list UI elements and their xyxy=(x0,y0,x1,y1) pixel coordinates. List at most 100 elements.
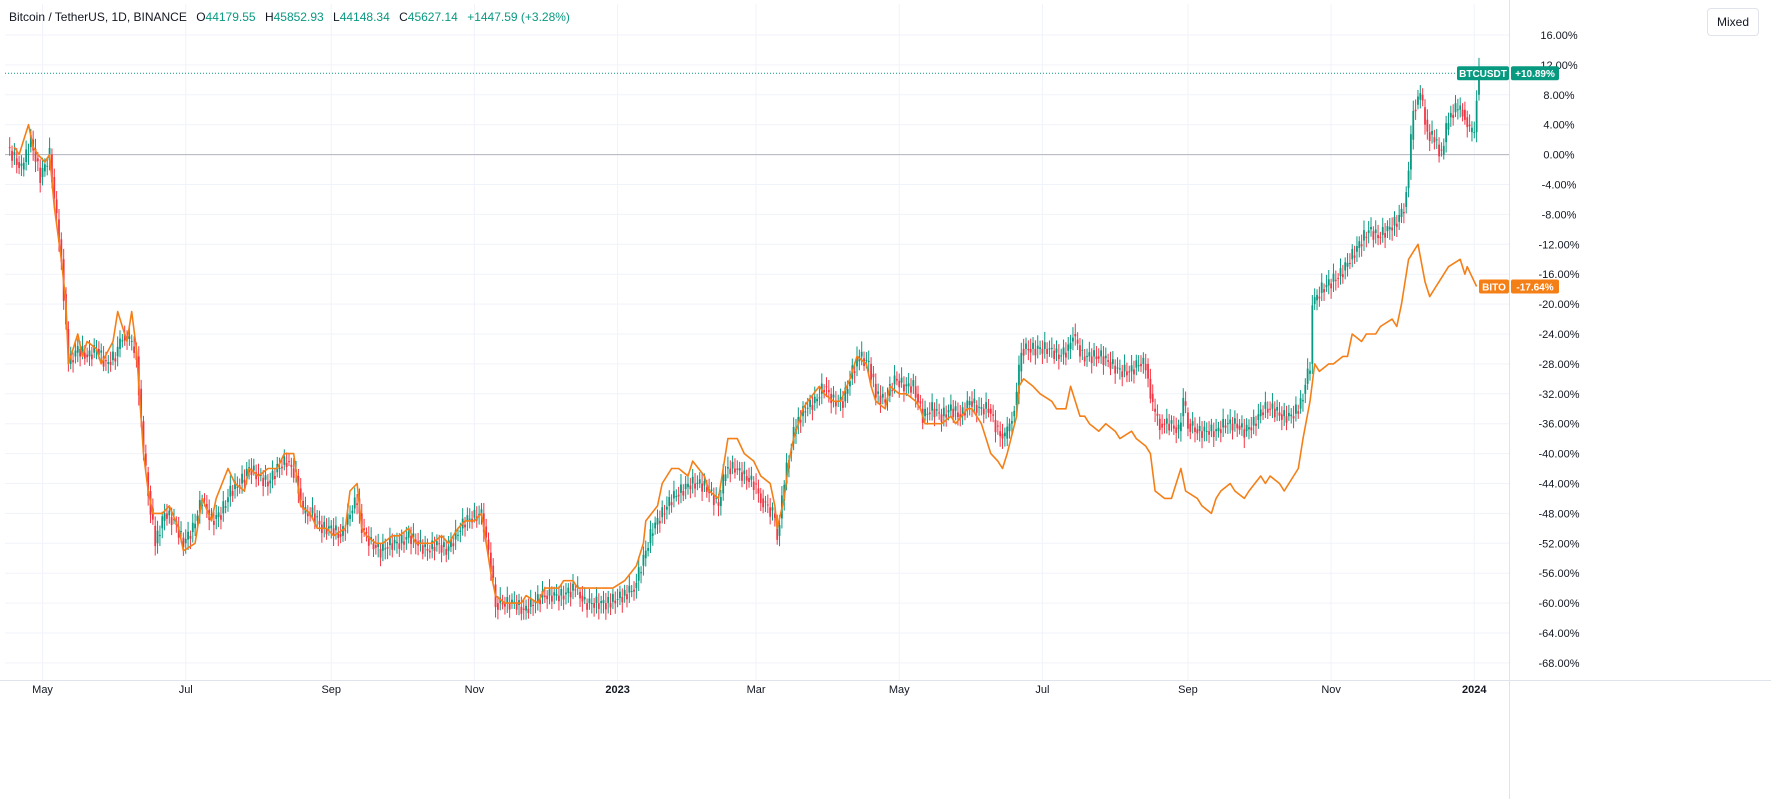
candle-body xyxy=(367,535,370,546)
candle-body xyxy=(1287,412,1290,417)
candle-body xyxy=(560,589,563,596)
candle-body xyxy=(583,597,586,600)
series-name-tag xyxy=(1457,66,1509,81)
candle-body xyxy=(1410,134,1412,170)
candle-body xyxy=(1104,355,1107,359)
candle-body xyxy=(482,513,485,533)
candle-body xyxy=(1057,354,1060,360)
candle-body xyxy=(722,474,725,494)
candle-body xyxy=(1419,93,1422,100)
candle-body xyxy=(100,350,103,353)
candle-body xyxy=(332,528,335,536)
candle-body xyxy=(330,525,333,529)
candle-body xyxy=(220,515,222,520)
candle-body xyxy=(799,419,802,423)
candle-body xyxy=(337,532,340,538)
candle-body xyxy=(1374,229,1377,234)
candle-body xyxy=(102,356,105,367)
candle-body xyxy=(1306,368,1309,384)
candle-body xyxy=(992,414,995,416)
candle-body xyxy=(701,483,703,492)
candle-body xyxy=(76,346,79,353)
candle-body xyxy=(924,408,926,417)
candle-body xyxy=(959,414,962,419)
candle-body xyxy=(1299,398,1302,409)
symbol-name[interactable]: Bitcoin / TetherUS, 1D, BINANCE xyxy=(9,10,187,24)
candle-body xyxy=(1215,429,1218,432)
candle-body xyxy=(1478,66,1480,95)
scale-mode-button[interactable]: Mixed xyxy=(1707,8,1759,36)
candle-body xyxy=(1172,425,1175,429)
candle-body xyxy=(508,603,511,610)
candle-body xyxy=(994,419,997,433)
candle-body xyxy=(1006,426,1009,439)
last-value-tags: BTCUSDT +10.89% BITO -17.64% xyxy=(5,66,1559,294)
candle-body xyxy=(438,543,441,545)
candle-body xyxy=(898,380,901,388)
candle-body xyxy=(1090,356,1093,364)
candle-body xyxy=(543,595,546,597)
candle-body xyxy=(1201,431,1203,438)
open-value: 44179.55 xyxy=(205,10,256,24)
candle-body xyxy=(431,540,434,549)
y-tick-label: -24.00% xyxy=(1539,329,1580,341)
candle-body xyxy=(311,507,314,514)
candle-body xyxy=(550,595,553,602)
candle-body xyxy=(1417,96,1419,105)
candle-body xyxy=(581,595,584,602)
candle-body xyxy=(142,421,145,453)
candle-body xyxy=(154,525,157,547)
candle-body xyxy=(424,544,427,548)
candle-body xyxy=(1088,352,1091,357)
candle-body xyxy=(370,537,373,540)
candle-body xyxy=(849,381,851,387)
candle-body xyxy=(407,531,410,538)
candle-body xyxy=(670,502,673,506)
candle-body xyxy=(29,135,32,148)
candle-body xyxy=(710,489,713,491)
candle-body xyxy=(1187,412,1189,429)
candle-body xyxy=(1269,408,1271,410)
candle-body xyxy=(1102,356,1105,365)
candle-body xyxy=(1365,236,1368,238)
candle-body xyxy=(910,386,912,393)
candle-body xyxy=(351,510,354,514)
candle-body xyxy=(318,520,321,525)
candle-body xyxy=(1203,426,1206,432)
candle-body xyxy=(1126,371,1128,376)
candle-body xyxy=(769,507,772,517)
candle-body xyxy=(844,387,847,402)
candle-body xyxy=(1079,345,1081,357)
y-tick-label: 8.00% xyxy=(1543,90,1574,102)
candle-body xyxy=(1036,345,1039,349)
candle-body xyxy=(682,490,685,496)
candle-body xyxy=(764,501,767,503)
candle-body xyxy=(405,537,408,540)
candle-body xyxy=(1255,423,1257,426)
candle-body xyxy=(161,516,164,529)
candle-body xyxy=(900,377,903,383)
candle-body xyxy=(818,397,821,399)
candle-body xyxy=(985,402,987,409)
candle-body xyxy=(187,531,189,540)
candle-body xyxy=(896,378,898,381)
candle-body xyxy=(931,402,934,411)
candle-body xyxy=(1107,360,1110,362)
candle-body xyxy=(1168,423,1171,431)
candle-body xyxy=(1154,408,1156,412)
candle-body xyxy=(205,504,208,510)
candle-body xyxy=(511,599,513,604)
candle-body xyxy=(506,597,509,604)
candle-body xyxy=(872,373,875,378)
y-tick-label: -52.00% xyxy=(1539,538,1580,550)
candle-body xyxy=(1348,262,1351,265)
bito-line xyxy=(13,123,1478,604)
candle-body xyxy=(201,504,204,506)
candle-body xyxy=(619,591,621,599)
y-tick-label: -20.00% xyxy=(1539,299,1580,311)
candle-body xyxy=(1015,391,1018,406)
candle-body xyxy=(1283,410,1286,417)
candle-body xyxy=(776,524,779,540)
candle-body xyxy=(907,383,910,387)
